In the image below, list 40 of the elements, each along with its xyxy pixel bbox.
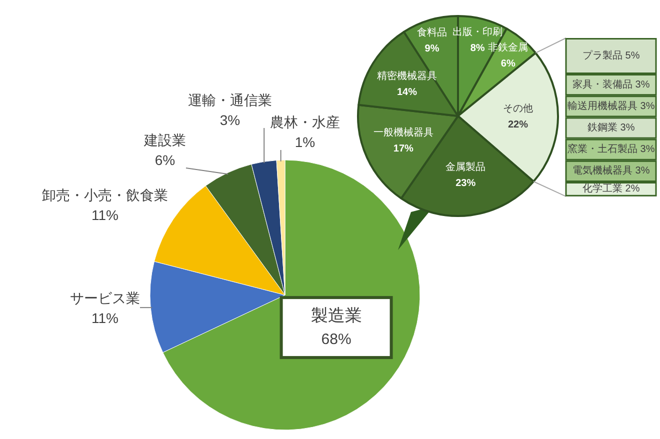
data-label: 3% xyxy=(640,100,655,112)
category-label: 鉄鋼業 xyxy=(587,122,618,134)
slice-label: 卸売・小売・飲食業 xyxy=(42,187,168,203)
data-label: 3% xyxy=(620,122,635,134)
data-label: 5% xyxy=(625,50,640,62)
data-label: 14% xyxy=(397,86,418,98)
slice-label: 建設業 xyxy=(143,132,186,148)
slice-label: 農林・水産 xyxy=(270,114,340,130)
category-label: 家具・装備品 xyxy=(572,78,632,90)
category-label: 化学工業 xyxy=(582,182,622,195)
data-label: 3% xyxy=(640,144,655,156)
data-label: 22% xyxy=(508,119,528,130)
slice-label: 一般機械器具 xyxy=(373,126,434,138)
data-label: 6% xyxy=(154,152,176,168)
slice-label: 出版・印刷 xyxy=(452,26,503,38)
data-label: 1% xyxy=(294,134,316,150)
data-label: 8% xyxy=(470,43,485,54)
data-label: 9% xyxy=(424,44,440,55)
data-label: 17% xyxy=(393,143,414,154)
slice-label: 精密機械器具 xyxy=(377,70,438,82)
data-label: 2% xyxy=(625,184,640,195)
data-label: 68% xyxy=(321,331,352,348)
data-label: 3% xyxy=(635,79,650,90)
category-label: プラ製品 xyxy=(582,50,622,62)
category-label: 電気機械器具 xyxy=(572,164,632,177)
slice-label: 金属製品 xyxy=(446,161,486,174)
slice-label: 製造業 xyxy=(310,306,362,326)
slice-label: 食料品 xyxy=(417,26,448,39)
slice-label: その他 xyxy=(502,102,533,114)
data-label: 23% xyxy=(456,178,476,190)
data-label: 3% xyxy=(220,112,240,128)
category-label: 輸送用機械器具 xyxy=(567,100,638,112)
data-label: 11% xyxy=(92,310,118,326)
slice-label: 非鉄金属 xyxy=(488,42,528,54)
data-label: 3% xyxy=(635,166,650,177)
slice-label: サービス業 xyxy=(70,290,140,306)
slice-label: 運輸・通信業 xyxy=(188,92,272,108)
data-label: 6% xyxy=(500,58,516,70)
data-label: 11% xyxy=(92,207,118,223)
category-label: 窯業・土石製品 xyxy=(567,143,638,156)
